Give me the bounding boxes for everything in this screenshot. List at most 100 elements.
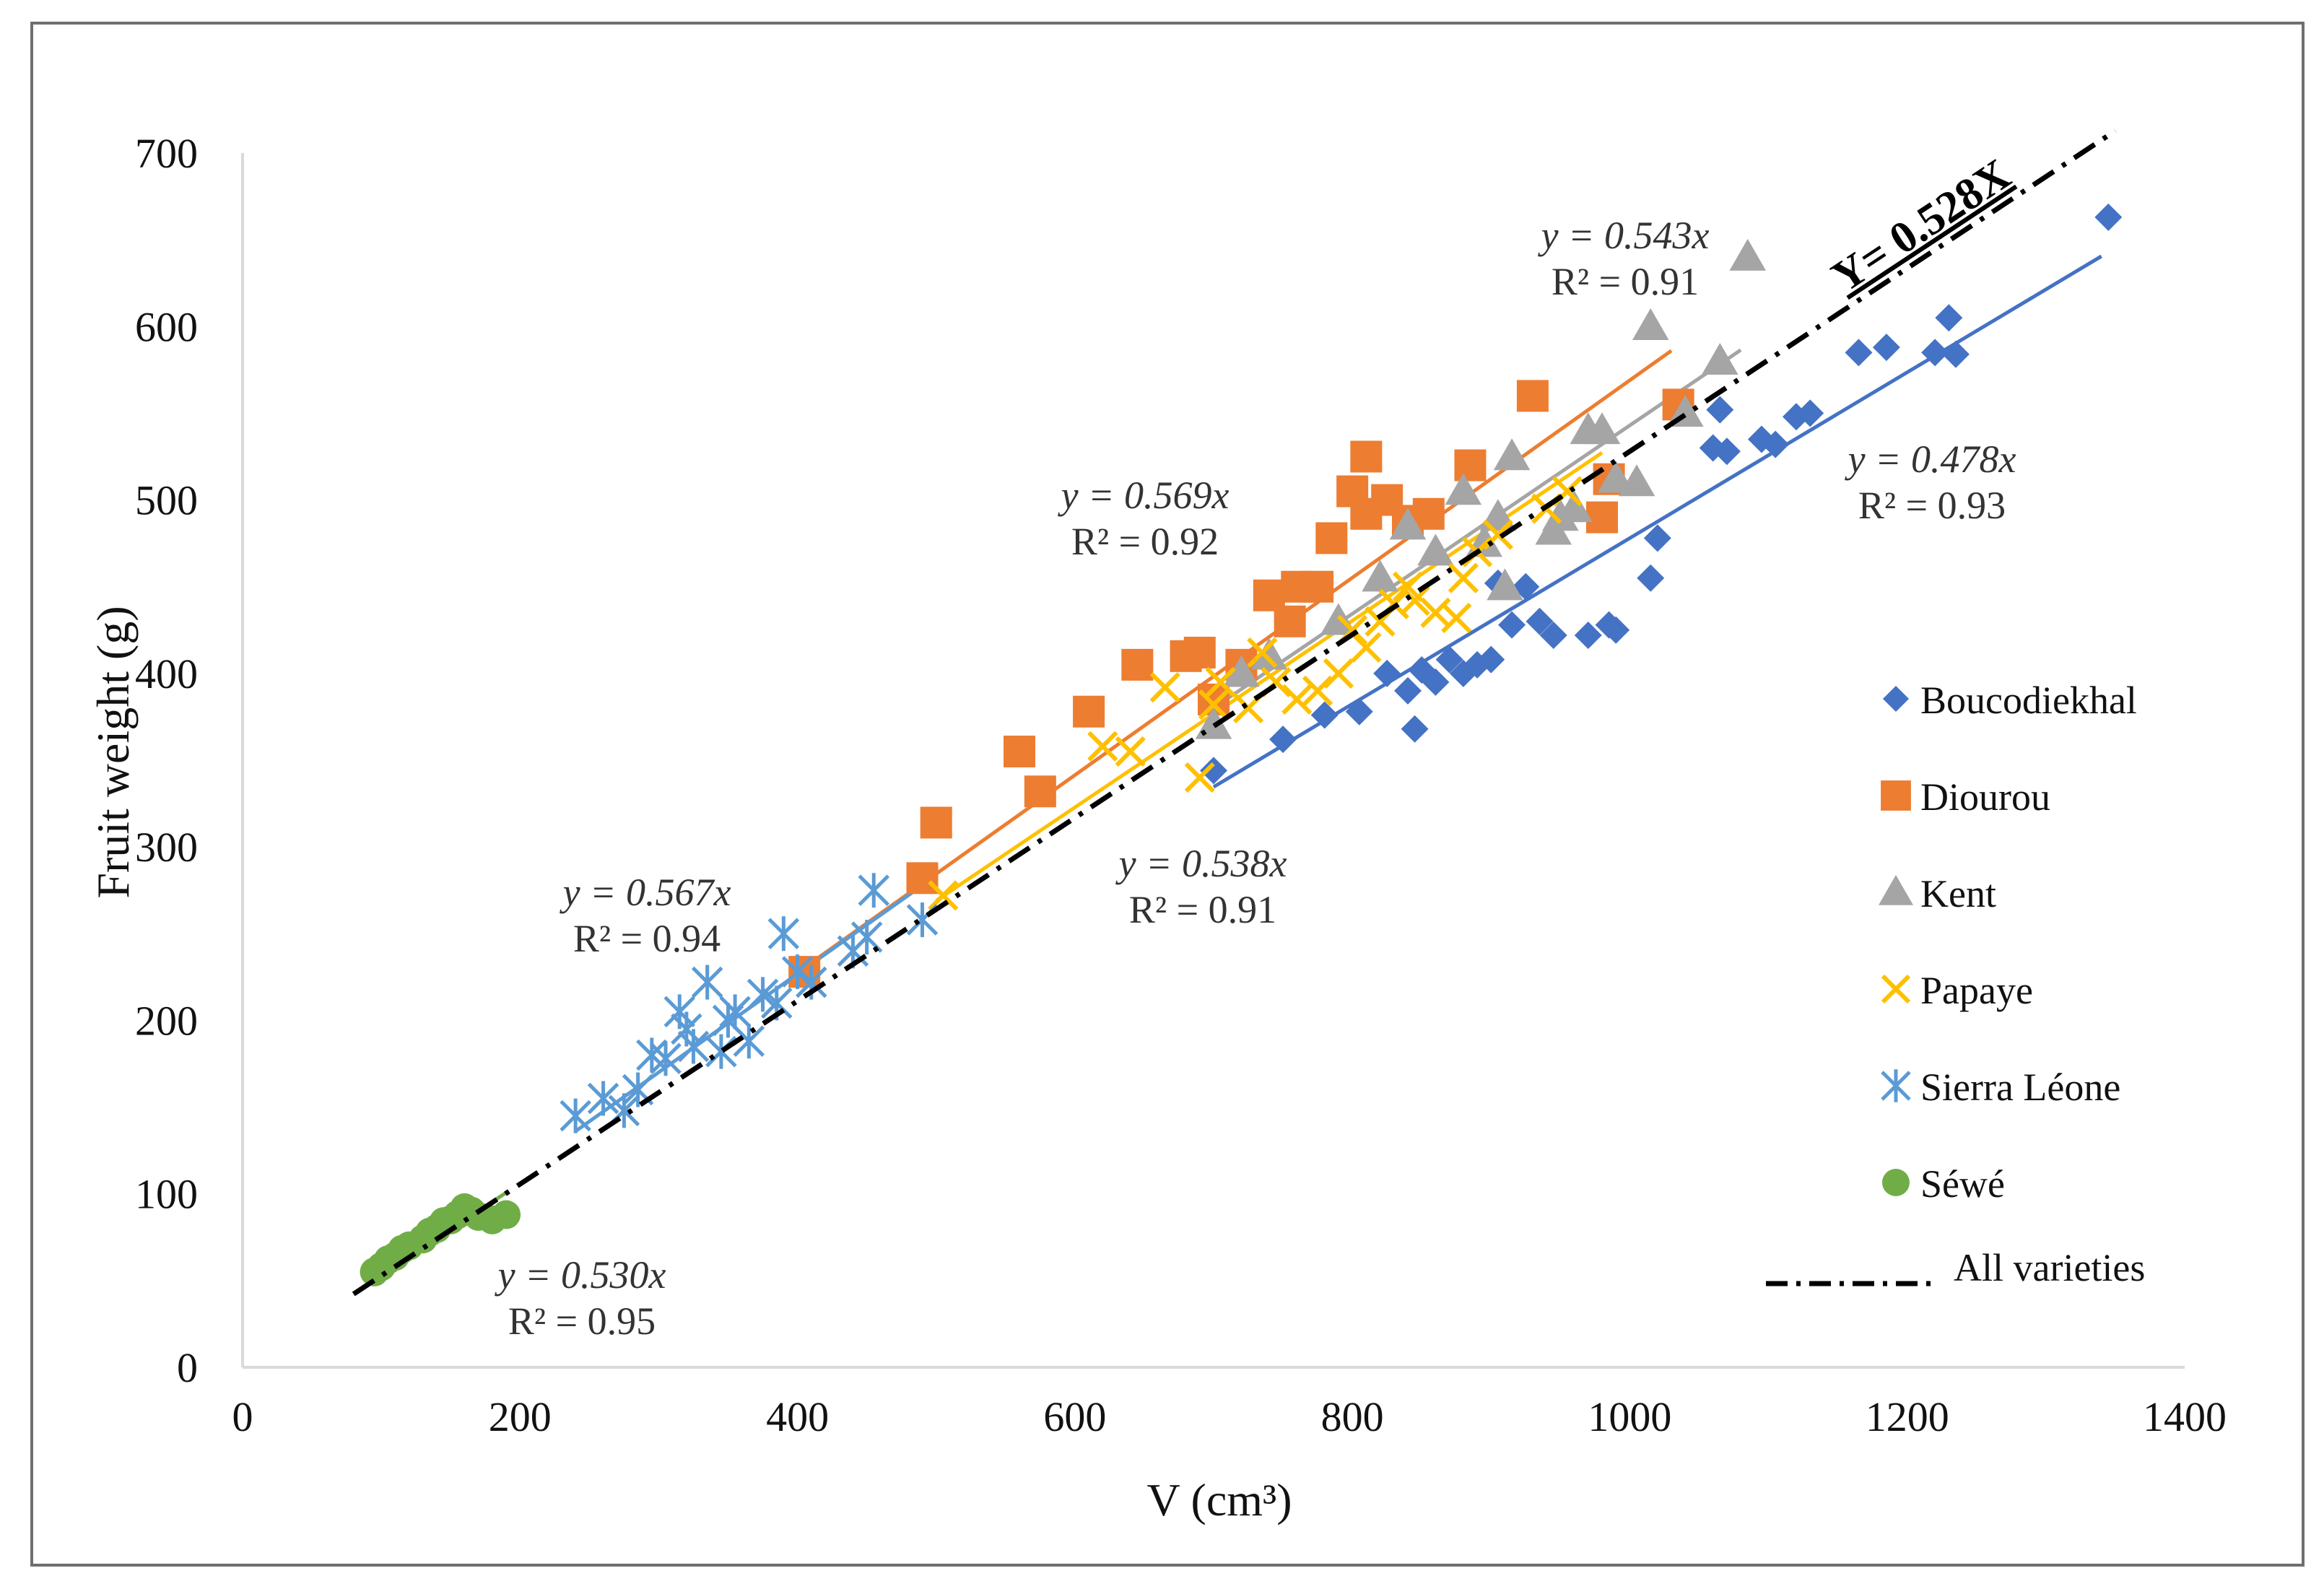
point-kent bbox=[1556, 490, 1593, 523]
axes bbox=[241, 153, 2185, 1369]
point-diourou bbox=[1024, 775, 1056, 808]
point-diourou bbox=[1004, 735, 1035, 767]
legend-label-boucodiekhal: Boucodiekhal bbox=[1920, 679, 2137, 722]
point-sierra-leone bbox=[747, 977, 779, 1012]
y-tick-label: 500 bbox=[135, 477, 198, 524]
point-boucodiekhal bbox=[1845, 339, 1873, 367]
point-kent bbox=[1417, 533, 1454, 566]
point-sierra-leone bbox=[650, 1041, 682, 1076]
point-papaye bbox=[1351, 632, 1382, 663]
point-boucodiekhal bbox=[1200, 757, 1227, 785]
point-boucodiekhal bbox=[1872, 334, 1900, 362]
point-sierra-leone bbox=[733, 1024, 765, 1059]
point-kent bbox=[1223, 655, 1260, 687]
x-tick-label: 1400 bbox=[2143, 1393, 2227, 1440]
x-tick-label: 600 bbox=[1043, 1393, 1106, 1440]
r2-boucodiekhal: R² = 0.93 bbox=[1858, 484, 2006, 527]
point-papaye bbox=[1247, 637, 1278, 668]
point-boucodiekhal bbox=[1712, 437, 1741, 466]
point-boucodiekhal bbox=[1422, 668, 1450, 696]
point-kent bbox=[1632, 308, 1669, 340]
point-boucodiekhal bbox=[1539, 621, 1567, 649]
point-kent bbox=[1702, 343, 1738, 375]
point-sierra-leone bbox=[691, 964, 723, 1000]
point-diourou bbox=[1350, 440, 1383, 473]
point-boucodiekhal bbox=[1310, 701, 1339, 729]
point-diourou bbox=[1315, 522, 1348, 554]
point-kent bbox=[1487, 568, 1523, 601]
y-tick-label: 300 bbox=[135, 824, 198, 871]
point-kent bbox=[1389, 508, 1427, 540]
r2-diourou: R² = 0.92 bbox=[1071, 520, 1219, 563]
point-diourou bbox=[1183, 637, 1216, 669]
equation-sierra-leone: y = 0.567x bbox=[560, 871, 731, 914]
y-tick-label: 600 bbox=[135, 303, 198, 350]
point-boucodiekhal bbox=[1796, 399, 1824, 427]
point-boucodiekhal bbox=[1394, 676, 1422, 705]
data-points bbox=[360, 203, 2123, 1286]
chart-frame: 0 100 200 300 400 500 600 700 0 200 400 600 800 1000… bbox=[30, 22, 2305, 1567]
x-tick-label: 1200 bbox=[1866, 1393, 1949, 1440]
point-boucodiekhal bbox=[1921, 339, 1949, 367]
point-boucodiekhal bbox=[1762, 430, 1790, 458]
point-boucodiekhal bbox=[1435, 645, 1463, 674]
trendline-kent bbox=[1212, 348, 1742, 710]
point-boucodiekhal bbox=[1935, 304, 1963, 332]
point-kent bbox=[1618, 464, 1655, 497]
r2-sierra-leone: R² = 0.94 bbox=[573, 917, 721, 960]
point-papaye bbox=[1115, 736, 1146, 767]
y-tick-label: 400 bbox=[135, 650, 198, 697]
legend-marker-sewe bbox=[1882, 1169, 1910, 1196]
point-diourou bbox=[1121, 648, 1154, 681]
point-diourou bbox=[788, 956, 821, 988]
point-boucodiekhal bbox=[1269, 726, 1297, 754]
equation-kent: y = 0.543x bbox=[1538, 214, 1710, 257]
point-diourou bbox=[1302, 570, 1334, 603]
legend-marker-boucodiekhal bbox=[1882, 685, 1910, 713]
point-sewe bbox=[492, 1200, 521, 1229]
point-boucodiekhal bbox=[1401, 715, 1429, 743]
point-boucodiekhal bbox=[1345, 697, 1373, 726]
point-boucodiekhal bbox=[1706, 396, 1734, 424]
y-axis-title: Fruit weight (g) bbox=[87, 606, 139, 898]
point-diourou bbox=[906, 862, 939, 894]
point-boucodiekhal bbox=[1602, 616, 1630, 644]
point-diourou bbox=[920, 806, 952, 839]
point-sierra-leone bbox=[858, 873, 890, 908]
point-kent bbox=[1362, 559, 1398, 592]
x-tick-labels: 0 200 400 600 800 1000 1200 1400 bbox=[232, 1393, 2227, 1440]
point-boucodiekhal bbox=[2094, 203, 2123, 231]
legend-label-sewe: Séwé bbox=[1920, 1162, 2005, 1206]
point-boucodiekhal bbox=[1941, 340, 1970, 368]
legend-label-sierra-leone: Sierra Léone bbox=[1920, 1066, 2120, 1109]
x-tick-label: 0 bbox=[232, 1393, 253, 1440]
point-papaye bbox=[1205, 666, 1236, 697]
point-sierra-leone bbox=[767, 916, 800, 951]
point-boucodiekhal bbox=[1574, 621, 1602, 649]
point-papaye bbox=[1448, 562, 1479, 593]
y-tick-label: 100 bbox=[135, 1171, 198, 1218]
legend-marker-papaye bbox=[1881, 974, 1911, 1004]
legend-marker-kent bbox=[1878, 874, 1914, 905]
point-diourou bbox=[1516, 380, 1549, 412]
point-sierra-leone bbox=[781, 954, 814, 990]
point-sierra-leone bbox=[705, 1034, 737, 1069]
legend-marker-sierra-leone bbox=[1881, 1069, 1911, 1102]
x-tick-label: 400 bbox=[766, 1393, 829, 1440]
all-varieties-trendline bbox=[352, 129, 2117, 1297]
point-sierra-leone bbox=[677, 1029, 710, 1064]
point-diourou bbox=[1586, 501, 1618, 533]
r2-papaye: R² = 0.91 bbox=[1129, 888, 1276, 931]
y-tick-label: 0 bbox=[177, 1344, 198, 1391]
point-boucodiekhal bbox=[1498, 611, 1526, 639]
x-tick-label: 1000 bbox=[1588, 1393, 1671, 1440]
point-diourou bbox=[1073, 695, 1105, 728]
point-sierra-leone bbox=[587, 1081, 619, 1116]
point-kent bbox=[1729, 238, 1767, 271]
point-papaye bbox=[1149, 671, 1180, 703]
legend-label-kent: Kent bbox=[1920, 872, 1996, 915]
point-boucodiekhal bbox=[1526, 607, 1554, 635]
point-papaye bbox=[1198, 689, 1230, 720]
x-tick-label: 800 bbox=[1321, 1393, 1384, 1440]
trendlines bbox=[373, 254, 2102, 1282]
